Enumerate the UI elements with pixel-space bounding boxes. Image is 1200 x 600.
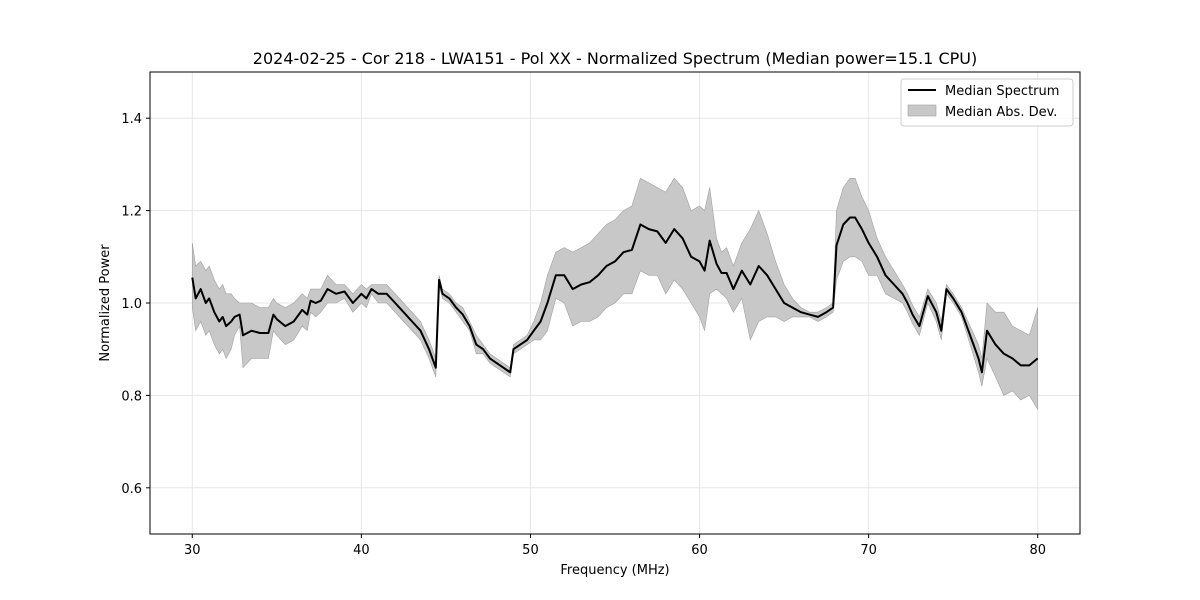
legend: Median Spectrum Median Abs. Dev.: [900, 78, 1074, 127]
legend-box: [900, 78, 1074, 127]
y-axis-label: Normalized Power: [98, 244, 113, 362]
y-tick-label: 0.6: [121, 482, 142, 497]
x-axis-label: Frequency (MHz): [560, 563, 669, 578]
x-tick-label: 30: [184, 543, 201, 558]
y-tick-label: 1.4: [121, 112, 142, 127]
y-tick-label: 1.0: [121, 297, 142, 312]
legend-mad-label: Median Abs. Dev.: [945, 105, 1057, 120]
y-tick-label: 0.8: [121, 389, 142, 404]
y-tick-label: 1.2: [121, 205, 142, 220]
chart-title: 2024-02-25 - Cor 218 - LWA151 - Pol XX -…: [253, 49, 977, 68]
x-tick-label: 40: [353, 543, 370, 558]
x-tick-label: 50: [522, 543, 539, 558]
median-line: [191, 216, 1039, 374]
legend-median-label: Median Spectrum: [945, 84, 1059, 99]
x-tick-label: 80: [1029, 543, 1046, 558]
x-tick-label: 70: [860, 543, 877, 558]
tick-layer: 30 40 50 60 70 80 0.6 0.8 1.0 1.2 1.4: [121, 112, 1046, 558]
legend-mad-swatch: [907, 104, 937, 117]
x-tick-label: 60: [691, 543, 708, 558]
